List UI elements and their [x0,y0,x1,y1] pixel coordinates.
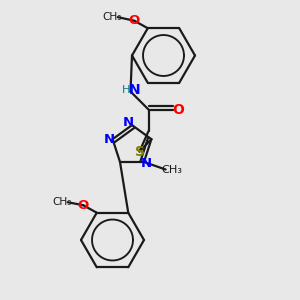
Text: H: H [122,85,130,95]
Text: N: N [103,133,115,146]
Text: N: N [129,83,141,97]
Text: O: O [78,199,89,212]
Text: N: N [123,116,134,129]
Text: CH₃: CH₃ [102,12,122,22]
Text: S: S [134,145,145,158]
Text: O: O [172,103,184,116]
Text: CH₃: CH₃ [52,197,71,207]
Text: CH₃: CH₃ [162,164,183,175]
Text: N: N [141,157,152,170]
Text: O: O [129,14,140,27]
